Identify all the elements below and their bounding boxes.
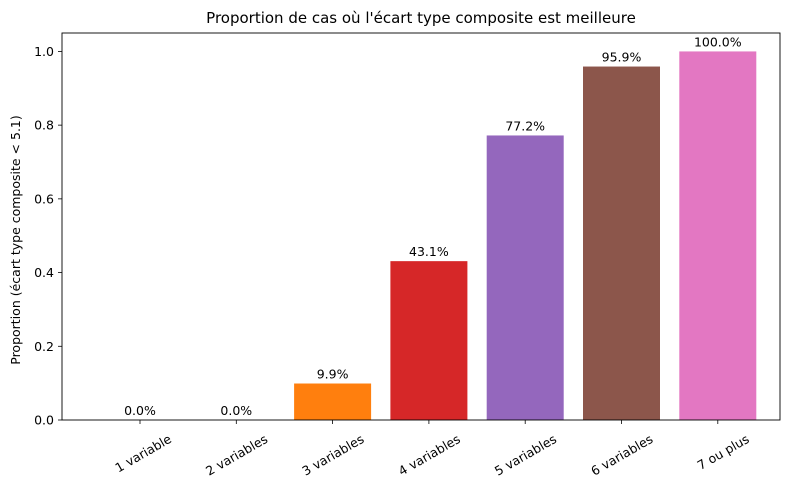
bar-7: [679, 51, 757, 421]
x-tick-label-4: 4 variables: [396, 431, 463, 478]
x-tick-label-3: 3 variables: [299, 431, 366, 478]
plot-frame: [61, 32, 781, 421]
data-label-7: 100.0%: [694, 34, 742, 49]
data-label-5: 77.2%: [505, 118, 545, 133]
bar-6: [583, 66, 660, 420]
bar-4: [390, 261, 468, 420]
x-tick-label-2: 2 variables: [203, 431, 270, 478]
y-tick-label-5: 0.8: [34, 118, 54, 133]
x-tick-label-6: 6 variables: [588, 431, 655, 478]
bar-3: [294, 383, 372, 420]
y-tick-label-6: 1.0: [34, 44, 54, 59]
bar-5: [486, 135, 564, 420]
y-axis-label: Proportion (écart type composite < 5.1): [8, 115, 23, 365]
y-tick-label-4: 0.6: [34, 191, 54, 206]
data-label-2: 0.0%: [220, 403, 252, 418]
x-tick-label-1: 1 variable: [112, 431, 174, 475]
data-label-4: 43.1%: [409, 244, 449, 259]
x-tick-label-5: 5 variables: [492, 431, 559, 478]
y-tick-label-2: 0.2: [34, 339, 54, 354]
data-label-6: 95.9%: [602, 50, 642, 65]
chart-title: Proportion de cas où l'écart type compos…: [206, 9, 636, 27]
y-tick-label-3: 0.4: [34, 265, 54, 280]
data-label-1: 0.0%: [124, 403, 156, 418]
x-tick-label-7: 7 ou plus: [695, 431, 752, 473]
y-tick-label-1: 0.0: [34, 413, 54, 428]
data-label-3: 9.9%: [317, 367, 349, 382]
